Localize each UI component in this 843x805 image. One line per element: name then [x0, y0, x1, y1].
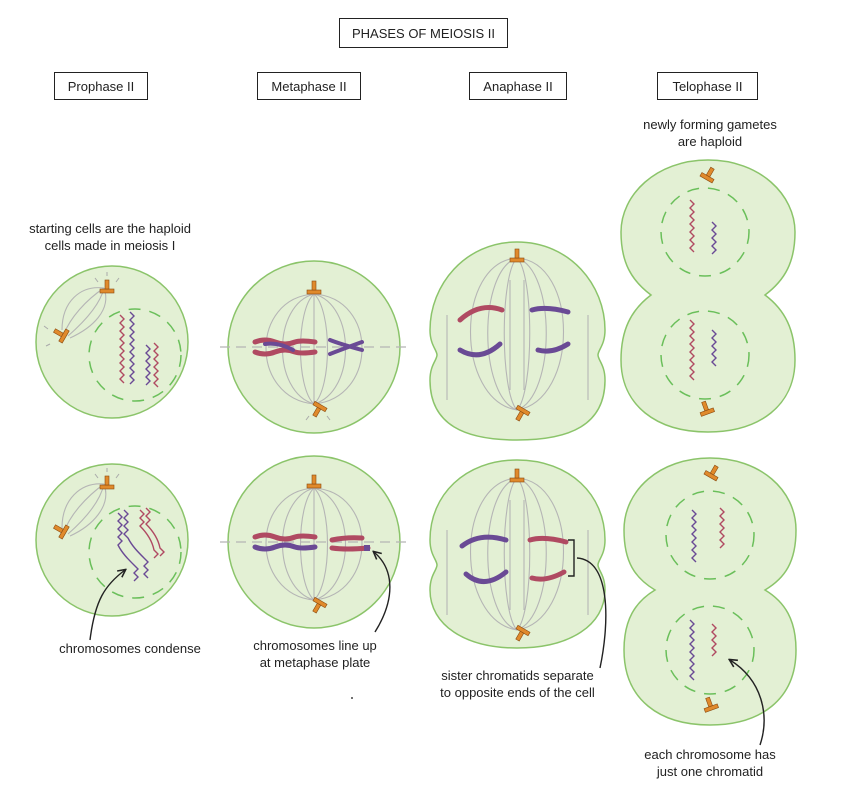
phase-header-telophase: Telophase II — [657, 72, 758, 100]
bracket-icon — [568, 539, 575, 577]
annotation-separate-line2: to opposite ends of the cell — [440, 685, 595, 700]
diagram-title: PHASES OF MEIOSIS II — [339, 18, 508, 48]
arrow-separate — [576, 557, 607, 669]
anaphase-cell-top — [429, 241, 606, 441]
centrosome-icon — [312, 400, 328, 418]
centrosome-icon — [703, 464, 719, 482]
phase-header-metaphase: Metaphase II — [257, 72, 361, 100]
annotation-gametes: newly forming gametes are haploid — [600, 116, 820, 150]
centrosome-icon — [699, 400, 715, 417]
annotation-separate: sister chromatids separate to opposite e… — [410, 667, 625, 701]
centrosome-icon — [312, 596, 328, 614]
annotation-gametes-line1: newly forming gametes — [643, 117, 777, 132]
centrosome-icon — [509, 468, 525, 483]
annotation-line-up: chromosomes line up at metaphase plate — [225, 637, 405, 671]
centrosome-icon — [515, 404, 531, 422]
telophase-cell-bottom — [623, 457, 797, 726]
stray-dot — [351, 697, 353, 699]
phase-header-anaphase: Anaphase II — [469, 72, 567, 100]
anaphase-cell-bottom — [429, 459, 606, 649]
annotation-starting-cells: starting cells are the haploid cells mad… — [10, 220, 210, 254]
annotation-starting-cells-line2: cells made in meiosis I — [44, 238, 176, 253]
prophase-cell-top — [35, 265, 189, 419]
annotation-one-chromatid-line1: each chromosome has — [644, 747, 776, 762]
metaphase-cell-top — [220, 260, 408, 434]
prophase-cell-bottom — [35, 463, 189, 617]
centrosome-icon — [515, 624, 531, 642]
centrosome-icon — [94, 468, 120, 490]
annotation-gametes-line2: are haploid — [677, 134, 743, 149]
centrosome-icon — [306, 280, 322, 295]
centrosome-icon — [699, 166, 715, 184]
annotation-one-chromatid: each chromosome has just one chromatid — [620, 746, 800, 780]
annotation-line-up-line2: at metaphase plate — [259, 655, 371, 670]
centrosome-icon — [703, 696, 719, 713]
centrosome-icon — [306, 474, 322, 489]
centrosome-icon — [509, 248, 525, 263]
annotation-condense: chromosomes condense — [59, 641, 201, 656]
centrosome-icon — [53, 328, 70, 344]
telophase-cell-top — [620, 159, 796, 433]
metaphase-cell-bottom — [220, 455, 408, 629]
arrow-line-up — [374, 552, 391, 633]
annotation-line-up-line1: chromosomes line up — [253, 638, 377, 653]
annotation-one-chromatid-line2: just one chromatid — [656, 764, 764, 779]
phase-header-prophase: Prophase II — [54, 72, 148, 100]
arrow-one-chromatid — [730, 660, 765, 746]
annotation-separate-line1: sister chromatids separate — [441, 668, 594, 683]
centrosome-icon — [53, 524, 70, 540]
arrow-condense — [89, 570, 125, 641]
annotation-starting-cells-line1: starting cells are the haploid — [29, 221, 191, 236]
centrosome-icon — [94, 272, 120, 294]
